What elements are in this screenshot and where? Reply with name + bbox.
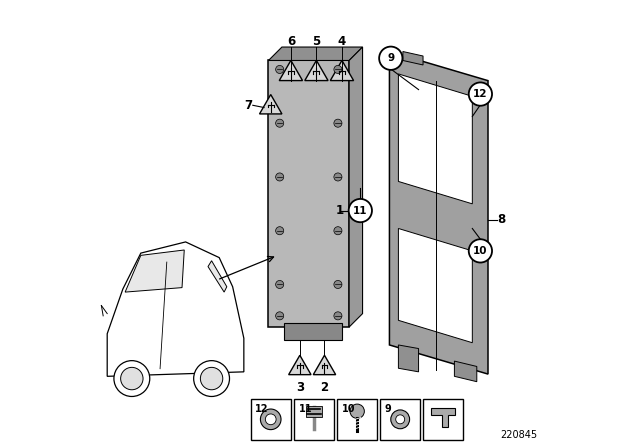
Circle shape [468,239,492,263]
Text: 7: 7 [244,99,252,112]
Text: 6: 6 [287,34,295,48]
Bar [423,399,463,440]
Polygon shape [330,60,354,81]
Circle shape [276,312,284,320]
Text: 11: 11 [298,404,312,414]
Text: 10: 10 [473,246,488,256]
Circle shape [334,119,342,127]
Circle shape [391,410,410,429]
Text: 220845: 220845 [500,430,538,440]
Circle shape [200,367,223,390]
Polygon shape [279,60,303,81]
Circle shape [468,82,492,106]
Circle shape [379,47,403,70]
Polygon shape [398,74,472,204]
Text: 2: 2 [321,381,328,394]
Circle shape [334,65,342,73]
Polygon shape [314,355,335,375]
Polygon shape [454,361,477,382]
Circle shape [276,227,284,235]
Circle shape [396,415,404,424]
Circle shape [194,361,230,396]
Circle shape [260,409,281,430]
Polygon shape [269,47,362,60]
Circle shape [114,361,150,396]
Text: 5: 5 [312,34,321,48]
Circle shape [266,414,276,425]
Circle shape [349,199,372,222]
Polygon shape [305,60,328,81]
Polygon shape [349,47,362,327]
Polygon shape [125,250,184,292]
Text: 1: 1 [336,204,344,217]
Bar [294,399,334,440]
Bar [337,399,378,440]
Polygon shape [431,408,455,427]
Text: 8: 8 [497,213,506,226]
Polygon shape [208,261,227,292]
Bar [284,323,342,340]
Text: 9: 9 [387,53,394,63]
Circle shape [276,173,284,181]
Circle shape [334,312,342,320]
Polygon shape [107,242,244,376]
Polygon shape [398,345,419,372]
Circle shape [276,280,284,289]
Circle shape [334,227,342,235]
Text: 4: 4 [338,34,346,48]
Text: 3: 3 [296,381,304,394]
Polygon shape [269,60,349,327]
Polygon shape [389,52,488,374]
Polygon shape [289,355,311,375]
Bar [250,399,291,440]
Text: 9: 9 [385,404,391,414]
Text: 12: 12 [473,89,488,99]
Text: 11: 11 [353,206,367,215]
Polygon shape [260,95,282,114]
Text: 10: 10 [342,404,355,414]
Polygon shape [403,52,423,65]
Text: 12: 12 [255,404,269,414]
Circle shape [334,280,342,289]
Circle shape [334,173,342,181]
Circle shape [120,367,143,390]
Circle shape [276,65,284,73]
Polygon shape [398,228,472,343]
Polygon shape [306,406,323,417]
Circle shape [276,119,284,127]
Circle shape [350,404,364,418]
Bar [380,399,420,440]
